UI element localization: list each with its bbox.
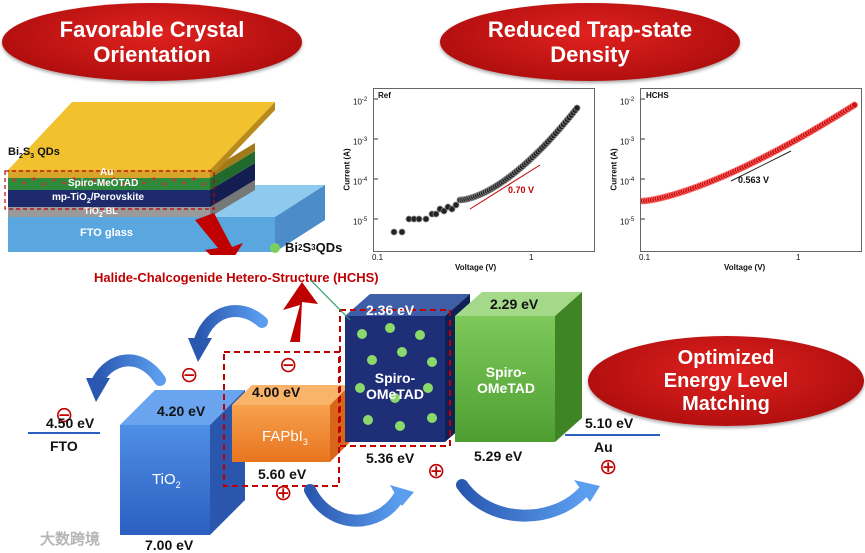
iv-plot-ref-ytick-2: 10-3	[353, 137, 368, 147]
iv-plot-hchs-ytick-3: 10-4	[620, 177, 635, 187]
iv-plot-hchs-label: HCHS	[646, 91, 669, 100]
header-bottom-line1: Optimized	[677, 346, 775, 369]
iv-plot-hchs-xtick-2: 1	[796, 253, 801, 262]
data-point	[440, 207, 448, 215]
data-point	[573, 104, 581, 112]
fit-line	[730, 150, 792, 182]
header-left-line1: Favorable Crystal	[59, 16, 245, 42]
electron-sign-fto: ⊖	[55, 402, 74, 427]
header-left-line2: Orientation	[93, 42, 211, 67]
energy-diagram-shapes	[28, 280, 660, 535]
iv-plot-ref-ytick-1: 10-2	[353, 97, 368, 107]
iv-plot-hchs	[639, 88, 862, 252]
stack-label-qds: Bi2S3 QDs	[8, 146, 60, 161]
spiro-label: Spiro- OMeTAD	[476, 364, 536, 396]
tio2-top-level: 4.20 eV	[157, 403, 206, 419]
iv-plot-ref-xtick-2: 1	[529, 253, 534, 262]
spiro-qd-bottom-level: 5.36 eV	[366, 450, 415, 466]
iv-plot-ref-ytick-4: 10-5	[353, 217, 368, 227]
fapbi-label: FAPbI3	[262, 428, 308, 447]
hole-sign-fapbi: ⊕	[274, 480, 293, 505]
iv-plot-hchs-ylabel: Current (A)	[609, 148, 619, 191]
iv-plot-hchs-xtick-1: 0.1	[639, 253, 651, 262]
au-level: 5.10 eV	[585, 415, 634, 431]
iv-plot-ref	[373, 88, 595, 252]
watermark: 大数跨境	[40, 531, 101, 548]
iv-plot-ref-canvas	[374, 98, 581, 236]
header-favorable-crystal-orientation: Favorable Crystal Orientation	[2, 3, 302, 81]
iv-plot-ref-ylabel: Current (A)	[342, 148, 352, 191]
fto-level: 4.50 eV	[46, 415, 95, 431]
data-point	[432, 210, 440, 218]
data-point	[415, 215, 423, 223]
stack-label-spiro: Spiro-MeOTAD	[68, 178, 139, 189]
au-label: Au	[594, 439, 613, 455]
iv-plot-ref-label: Ref	[378, 91, 391, 100]
qd-legend: Bi 2 S 3 QDs	[270, 240, 342, 255]
iv-plot-ref-ytick-3: 10-4	[353, 177, 368, 187]
hole-sign-au: ⊕	[599, 454, 618, 479]
data-point	[851, 101, 858, 109]
spiro-qd-top-level: 2.36 eV	[366, 302, 415, 318]
stack-label-au: Au	[100, 167, 114, 178]
fapbi-top-level: 4.00 eV	[252, 384, 301, 400]
iv-plot-hchs-xlabel: Voltage (V)	[724, 263, 766, 272]
fit-line	[469, 164, 541, 210]
spiro-bottom-level: 5.29 eV	[474, 448, 523, 464]
tio2-bottom-level: 7.00 eV	[145, 537, 194, 553]
electron-sign-fapbi: ⊖	[279, 352, 298, 377]
qd-legend-dot	[270, 242, 280, 253]
header-bottom-line2: Energy Level	[663, 369, 789, 392]
hchs-title: Halide-Chalcogenide Hetero-Structure (HC…	[94, 270, 379, 285]
header-optimized-energy-level-matching: Optimized Energy Level Matching	[588, 336, 864, 426]
spiro-top-level: 2.29 eV	[490, 296, 539, 312]
header-right-line2: Density	[550, 42, 630, 67]
data-point	[448, 205, 456, 213]
iv-plot-hchs-annotation: 0.563 V	[738, 175, 770, 185]
iv-plot-ref-annotation: 0.70 V	[508, 185, 535, 195]
data-point	[422, 215, 430, 223]
iv-plot-hchs-ytick-4: 10-5	[620, 217, 635, 227]
data-point	[452, 201, 460, 209]
header-right-line1: Reduced Trap-state	[487, 16, 693, 42]
iv-plot-ref-xlabel: Voltage (V)	[455, 263, 497, 272]
fapbi-bottom-level: 5.60 eV	[258, 466, 307, 482]
data-point	[390, 228, 398, 236]
spiro-qd-label: Spiro- OMeTAD	[365, 370, 425, 402]
tio2-label: TiO2	[152, 471, 181, 490]
header-bottom-line3: Matching	[682, 392, 770, 415]
electron-sign-tio2: ⊖	[180, 362, 199, 387]
header-reduced-trap-state-density: Reduced Trap-state Density	[440, 3, 740, 81]
iv-plot-ref-xtick-1: 0.1	[372, 253, 384, 262]
stack-label-mp-perovskite: mp-TiO2/Perovskite	[52, 192, 145, 205]
hole-sign-spiro-qd: ⊕	[427, 458, 446, 483]
data-point	[398, 228, 406, 236]
iv-plot-hchs-ytick-1: 10-2	[620, 97, 635, 107]
fto-label: FTO	[50, 438, 78, 454]
device-stack-diagram	[4, 102, 325, 255]
iv-plot-hchs-canvas	[639, 98, 858, 220]
stack-label-tio2-bl: TiO2-BL	[84, 206, 118, 219]
stack-label-fto-glass: FTO glass	[80, 227, 133, 239]
iv-plot-hchs-ytick-2: 10-3	[620, 137, 635, 147]
